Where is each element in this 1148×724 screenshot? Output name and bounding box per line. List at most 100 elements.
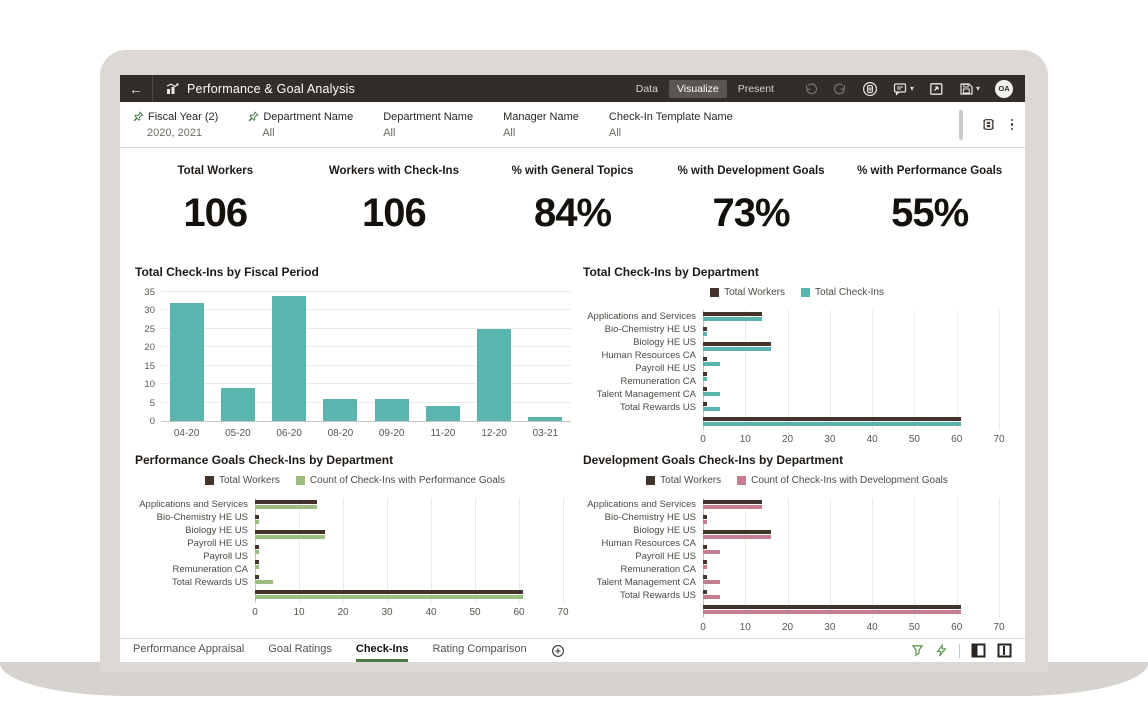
category-label: Remuneration CA — [172, 564, 248, 575]
undo-icon[interactable] — [804, 82, 818, 96]
layout-left-panel-icon[interactable] — [971, 643, 986, 658]
bar-group-bio-chemistry-he-us[interactable] — [703, 327, 999, 340]
x-axis-tick: 10 — [293, 607, 305, 618]
legend-swatch — [801, 288, 811, 297]
save-icon[interactable]: ▾ — [959, 82, 980, 96]
chart-total-checkins-by-fiscal-period[interactable]: Total Check-Ins by Fiscal Period 0 5 10 15 20… — [135, 265, 575, 447]
bar-group-bio-chemistry-he-us[interactable] — [255, 515, 563, 528]
bar-group-remuneration-ca[interactable] — [703, 387, 999, 400]
canvas-tab-goal-ratings[interactable]: Goal Ratings — [268, 643, 332, 655]
brushing-icon[interactable] — [911, 644, 924, 657]
kpi-with-performance-goals[interactable]: % with Performance Goals 55% — [840, 165, 1019, 236]
bar-09-20[interactable] — [374, 398, 409, 421]
filter-fiscal-year-2[interactable]: Fiscal Year (2) 2020, 2021 — [133, 111, 218, 139]
bar-group-biology-he-us[interactable] — [703, 530, 999, 543]
bar-count-of-check-ins-with-performance-goals — [255, 595, 524, 599]
filter-department-name[interactable]: Department Name All — [383, 111, 473, 139]
legend-item-total-check-ins[interactable]: Total Check-Ins — [801, 287, 884, 298]
bar-total-workers — [703, 500, 763, 504]
header-tab-visualize[interactable]: Visualize — [668, 79, 727, 98]
category-label: Payroll HE US — [635, 551, 696, 562]
chart-total-checkins-by-department[interactable]: Total Check-Ins by Department Total Worke… — [583, 265, 1011, 447]
layout-split-icon[interactable] — [997, 643, 1012, 658]
kpi-value: 106 — [183, 191, 248, 235]
bar-group-total-rewards-us[interactable] — [703, 417, 999, 430]
canvas-tab-performance-appraisal[interactable]: Performance Appraisal — [133, 643, 245, 655]
bar-group-biology-he-us[interactable] — [255, 530, 563, 543]
bar-group-human-resources-ca[interactable] — [703, 357, 999, 370]
legend-item-count-of-check-ins-with-development-goals[interactable]: Count of Check-Ins with Development Goal… — [737, 475, 948, 486]
kpi-with-development-goals[interactable]: % with Development Goals 73% — [662, 165, 841, 236]
legend-item-total-workers[interactable]: Total Workers — [646, 475, 721, 486]
bar-12-20[interactable] — [477, 328, 512, 421]
plot-area — [161, 291, 571, 422]
bar-group-payroll-us[interactable] — [255, 560, 563, 573]
bar-11-20[interactable] — [425, 406, 460, 421]
plot-area — [255, 498, 564, 603]
filter-bar-menu-icon[interactable] — [981, 117, 996, 132]
kpi-with-general-topics[interactable]: % with General Topics 84% — [483, 165, 662, 236]
legend-item-count-of-check-ins-with-performance-goals[interactable]: Count of Check-Ins with Performance Goal… — [295, 475, 505, 486]
open-in-window-icon[interactable] — [929, 82, 944, 96]
chart-development-goals-checkins-by-department[interactable]: Development Goals Check-Ins by Departmen… — [583, 453, 1011, 635]
bar-group-total-rewards-us[interactable] — [703, 605, 999, 618]
canvas-tab-bar-right — [911, 639, 1025, 662]
more-options-icon[interactable] — [1009, 117, 1016, 133]
bar-group-applications-and-services[interactable] — [703, 312, 999, 325]
bar-total-check-ins — [703, 362, 720, 366]
bar-group-remuneration-ca[interactable] — [255, 575, 563, 588]
bar-group-total-rewards-us[interactable] — [255, 590, 563, 603]
kpi-label: Workers with Check-Ins — [328, 165, 459, 177]
bar-group-human-resources-ca[interactable] — [703, 545, 999, 558]
filter-department-name[interactable]: Department Name All — [248, 111, 353, 139]
bar-08-20[interactable] — [323, 398, 358, 421]
kpi-total-workers[interactable]: Total Workers 106 — [126, 165, 305, 236]
bar-05-20[interactable] — [220, 387, 255, 421]
filter-name-label: Manager Name — [503, 110, 579, 123]
kpi-value: 73% — [712, 191, 791, 235]
filter-bar-scrollbar[interactable] — [958, 109, 963, 140]
legend-item-total-workers[interactable]: Total Workers — [204, 475, 280, 486]
filter-name-label: Department Name — [383, 110, 474, 123]
bar-group-remuneration-ca[interactable] — [703, 575, 999, 588]
header-tab-data[interactable]: Data — [635, 82, 658, 95]
bar-total-workers — [255, 530, 326, 534]
filter-check-in-template-name[interactable]: Check-In Template Name All — [609, 111, 733, 139]
bar-group-payroll-he-us[interactable] — [703, 372, 999, 385]
bar-total-workers — [703, 545, 708, 549]
user-avatar[interactable]: OA — [995, 79, 1013, 98]
filter-value: All — [383, 126, 396, 139]
canvas-tab-rating-comparison[interactable]: Rating Comparison — [432, 643, 527, 655]
auto-insights-icon[interactable] — [935, 644, 948, 657]
category-label: Total Rewards US — [171, 577, 248, 588]
bar-group-biology-he-us[interactable] — [703, 342, 999, 355]
kpi-workers-with-check-ins[interactable]: Workers with Check-Ins 106 — [305, 165, 484, 236]
assistant-icon[interactable] — [862, 81, 878, 97]
category-label: Total Rewards US — [619, 590, 696, 601]
bar-group-bio-chemistry-he-us[interactable] — [703, 515, 999, 528]
bar-group-applications-and-services[interactable] — [255, 500, 563, 513]
bar-group-talent-management-ca[interactable] — [703, 590, 999, 603]
legend-item-total-workers[interactable]: Total Workers — [710, 287, 785, 298]
category-label: Biology HE US — [633, 525, 696, 536]
back-button[interactable]: ← — [120, 75, 153, 102]
bar-group-payroll-he-us[interactable] — [255, 545, 563, 558]
filter-manager-name[interactable]: Manager Name All — [503, 111, 579, 139]
chart-performance-goals-checkins-by-department[interactable]: Performance Goals Check-Ins by Departmen… — [135, 453, 575, 635]
chart-legend: Total Workers Total Check-Ins — [583, 287, 1011, 298]
bar-04-20[interactable] — [169, 303, 204, 421]
bar-group-talent-management-ca[interactable] — [703, 402, 999, 415]
bar-06-20[interactable] — [272, 295, 307, 421]
category-label: Bio-Chemistry HE US — [604, 512, 696, 523]
workbook-icon — [165, 82, 179, 96]
bar-group-payroll-he-us[interactable] — [703, 560, 999, 573]
filter-name: Fiscal Year (2) — [133, 111, 218, 123]
bar-group-applications-and-services[interactable] — [703, 500, 999, 513]
comments-icon[interactable]: ▾ — [893, 82, 914, 96]
canvas-tab-check-ins[interactable]: Check-Ins — [355, 639, 409, 662]
filter-value: All — [503, 126, 516, 139]
redo-icon[interactable] — [833, 82, 847, 96]
bar-03-21[interactable] — [528, 417, 563, 421]
header-tab-present[interactable]: Present — [737, 82, 774, 95]
add-canvas-icon[interactable] — [551, 639, 565, 662]
